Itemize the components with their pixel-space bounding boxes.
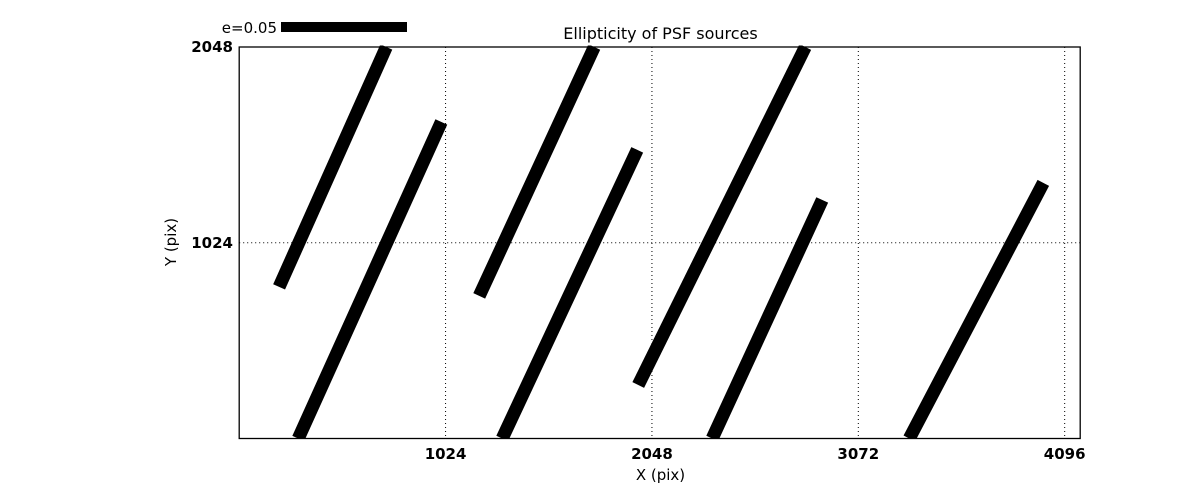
ellipticity-whisker <box>496 147 644 439</box>
ellipticity-whisker <box>706 197 829 439</box>
ellipticity-whisker <box>273 45 393 290</box>
axes-frame <box>238 46 1081 440</box>
ellipticity-whisker <box>292 119 448 439</box>
x-tick-label: 1024 <box>425 445 467 463</box>
ellipticity-whisker <box>632 45 812 388</box>
y-axis-label: Y (pix) <box>162 217 180 267</box>
chart-title: Ellipticity of PSF sources <box>563 24 758 43</box>
legend-label: e=0.05 <box>221 19 277 37</box>
x-tick-label: 3072 <box>837 445 879 463</box>
x-tick-label: 4096 <box>1044 445 1086 463</box>
y-tick-label: 2048 <box>191 38 233 56</box>
x-tick-label: 2048 <box>631 445 673 463</box>
ellipticity-whisker <box>473 45 601 299</box>
legend-scale-bar <box>281 22 407 32</box>
y-tick-label: 1024 <box>191 234 233 252</box>
x-axis-label: X (pix) <box>635 466 686 484</box>
ellipticity-whisker <box>903 179 1050 439</box>
